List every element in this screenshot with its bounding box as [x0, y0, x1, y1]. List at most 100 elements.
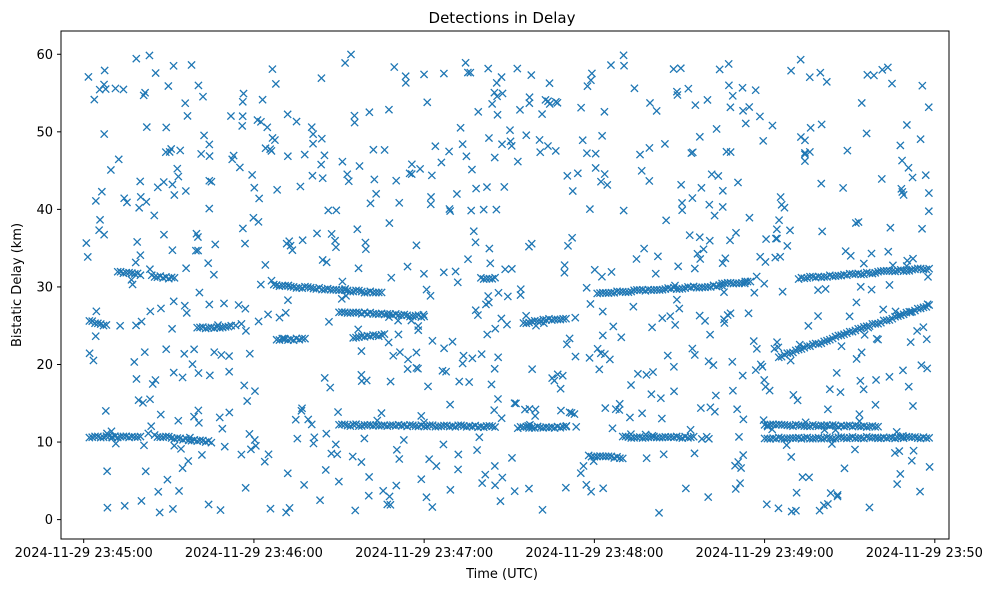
data-point	[425, 455, 434, 464]
data-point	[103, 467, 112, 476]
data-point	[285, 237, 294, 246]
data-point	[658, 285, 667, 294]
data-point	[804, 321, 813, 330]
data-point	[300, 334, 310, 343]
data-point	[169, 297, 178, 306]
data-point	[565, 334, 574, 343]
data-point	[923, 272, 933, 281]
data-point	[916, 135, 925, 144]
data-point	[488, 422, 497, 431]
data-point	[315, 496, 325, 505]
data-point	[205, 300, 214, 309]
data-point	[493, 110, 502, 119]
data-point	[327, 229, 336, 238]
data-point	[217, 350, 226, 359]
data-point	[337, 294, 346, 303]
data-point	[483, 330, 492, 339]
data-point	[556, 406, 565, 415]
data-point	[871, 422, 880, 431]
data-point	[187, 60, 196, 70]
data-point	[300, 480, 309, 489]
data-point	[399, 435, 408, 445]
data-point	[538, 505, 547, 514]
data-point	[670, 281, 680, 290]
data-point	[924, 188, 933, 198]
data-point	[626, 430, 635, 439]
data-point	[403, 364, 412, 374]
data-point	[432, 462, 441, 471]
data-point	[896, 141, 905, 150]
data-point	[101, 85, 110, 94]
data-point	[170, 273, 179, 282]
data-point	[922, 335, 931, 344]
data-point	[586, 299, 595, 309]
data-point	[83, 252, 92, 262]
data-point	[774, 504, 783, 513]
data-point	[403, 355, 413, 364]
data-point	[787, 507, 796, 516]
data-point	[528, 365, 537, 374]
data-point	[704, 493, 713, 502]
data-point	[479, 205, 488, 214]
data-point	[326, 383, 335, 392]
data-point	[95, 215, 105, 224]
x-tick-label: 2024-11-29 23:45:00	[15, 546, 153, 561]
data-point	[715, 65, 724, 74]
data-point	[237, 450, 246, 459]
data-point	[669, 387, 679, 396]
data-point	[645, 143, 654, 152]
data-point	[130, 357, 139, 367]
data-point	[141, 88, 150, 97]
data-point	[860, 330, 869, 339]
data-point	[805, 473, 814, 482]
data-point	[383, 500, 392, 509]
data-point	[921, 171, 930, 180]
data-point	[551, 146, 560, 155]
data-point	[386, 377, 395, 386]
data-point	[496, 497, 505, 506]
data-point	[219, 299, 229, 308]
data-point	[471, 306, 480, 315]
data-point	[736, 479, 745, 488]
data-point	[322, 429, 331, 438]
data-point	[728, 357, 737, 366]
data-point	[423, 98, 432, 107]
data-point	[264, 450, 273, 459]
data-point	[451, 267, 460, 276]
data-point	[759, 416, 768, 425]
data-point	[774, 343, 783, 352]
data-point	[380, 330, 389, 339]
data-point	[260, 457, 269, 466]
data-point	[322, 258, 331, 267]
data-point	[789, 390, 798, 400]
data-point	[724, 59, 733, 69]
data-point	[828, 420, 837, 430]
data-point	[904, 382, 913, 391]
data-point	[280, 334, 289, 343]
data-point	[357, 377, 366, 386]
data-point	[695, 233, 704, 242]
data-point	[741, 277, 750, 286]
data-point	[116, 321, 125, 330]
data-point	[467, 165, 476, 174]
data-point	[165, 147, 174, 156]
data-point	[155, 508, 164, 517]
data-point	[778, 287, 787, 296]
data-point	[582, 283, 591, 292]
data-point	[539, 319, 548, 328]
data-point	[91, 332, 100, 341]
data-point	[878, 65, 887, 74]
data-point	[308, 139, 318, 148]
data-point	[309, 439, 318, 448]
data-point	[263, 123, 272, 132]
data-point	[787, 66, 796, 75]
data-point	[486, 259, 495, 268]
data-point	[477, 350, 486, 359]
data-point	[380, 145, 389, 155]
data-point	[725, 236, 735, 245]
data-point	[303, 282, 312, 292]
data-point	[490, 88, 499, 97]
data-point	[492, 78, 501, 87]
data-point	[491, 273, 500, 282]
